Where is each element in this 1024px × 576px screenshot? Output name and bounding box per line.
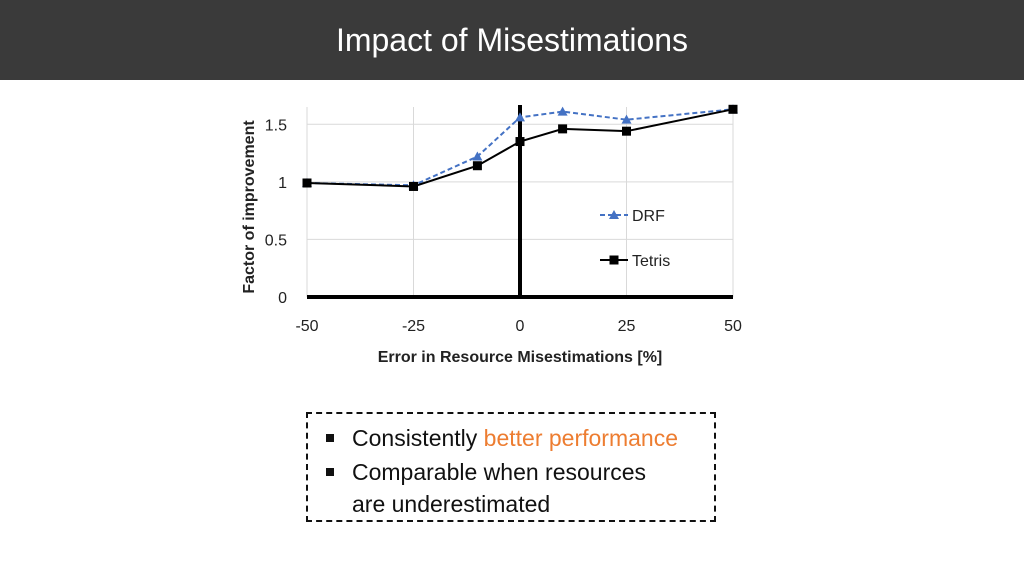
legend-label-drf: DRF <box>632 208 665 225</box>
y-tick-label: 0.5 <box>265 232 287 249</box>
summary-list: Consistently better performance Comparab… <box>308 414 714 520</box>
y-tick-label: 1.5 <box>265 117 287 134</box>
x-tick-label: 50 <box>724 318 742 335</box>
bullet-icon <box>326 434 334 442</box>
x-axis-title: Error in Resource Misestimations [%] <box>378 349 663 366</box>
data-point-tetris <box>515 137 525 147</box>
chart-axes <box>307 105 733 299</box>
chart-labels: 0 0.5 1 1.5 -50 -25 0 25 50 Error in Resource Mis… <box>241 117 742 366</box>
x-tick-label: 25 <box>618 318 636 335</box>
title-bar: Impact of Misestimations <box>0 0 1024 80</box>
page-title: Impact of Misestimations <box>335 21 689 58</box>
summary-callout: Consistently better performance Comparab… <box>306 412 716 522</box>
data-point-tetris <box>409 181 418 191</box>
bullet-icon <box>326 468 334 476</box>
summary-item-line: are underestimated <box>352 491 551 517</box>
data-point-tetris <box>302 178 312 188</box>
y-tick-label: 1 <box>278 175 287 192</box>
x-tick-label: -25 <box>402 318 425 335</box>
legend-label-tetris: Tetris <box>632 253 670 270</box>
summary-item-text: Consistently <box>352 425 484 451</box>
data-point-drf <box>515 112 525 122</box>
summary-highlight: better performance <box>483 425 678 451</box>
x-tick-label: 0 <box>516 318 525 335</box>
legend-marker-tetris <box>609 255 619 265</box>
data-point-drf <box>557 106 568 116</box>
chart-legend: DRF Tetris <box>600 208 670 270</box>
data-point-tetris <box>558 124 568 134</box>
data-point-tetris <box>728 104 738 114</box>
data-point-drf <box>621 114 632 124</box>
y-tick-label: 0 <box>278 290 287 307</box>
data-point-tetris <box>622 126 631 136</box>
x-tick-label: -50 <box>295 318 318 335</box>
summary-item-underestimated: Comparable when resources are underestim… <box>324 456 714 520</box>
y-axis-title: Factor of improvement <box>241 120 258 294</box>
summary-item-line: Comparable when resources <box>352 459 647 485</box>
line-chart: 0 0.5 1 1.5 -50 -25 0 25 50 Error in Resource Mis… <box>241 104 742 366</box>
legend-marker-drf <box>609 210 619 219</box>
data-point-tetris <box>472 161 482 171</box>
data-point-drf <box>472 151 483 161</box>
chart-series <box>302 104 738 191</box>
summary-item-performance: Consistently better performance <box>324 422 714 454</box>
